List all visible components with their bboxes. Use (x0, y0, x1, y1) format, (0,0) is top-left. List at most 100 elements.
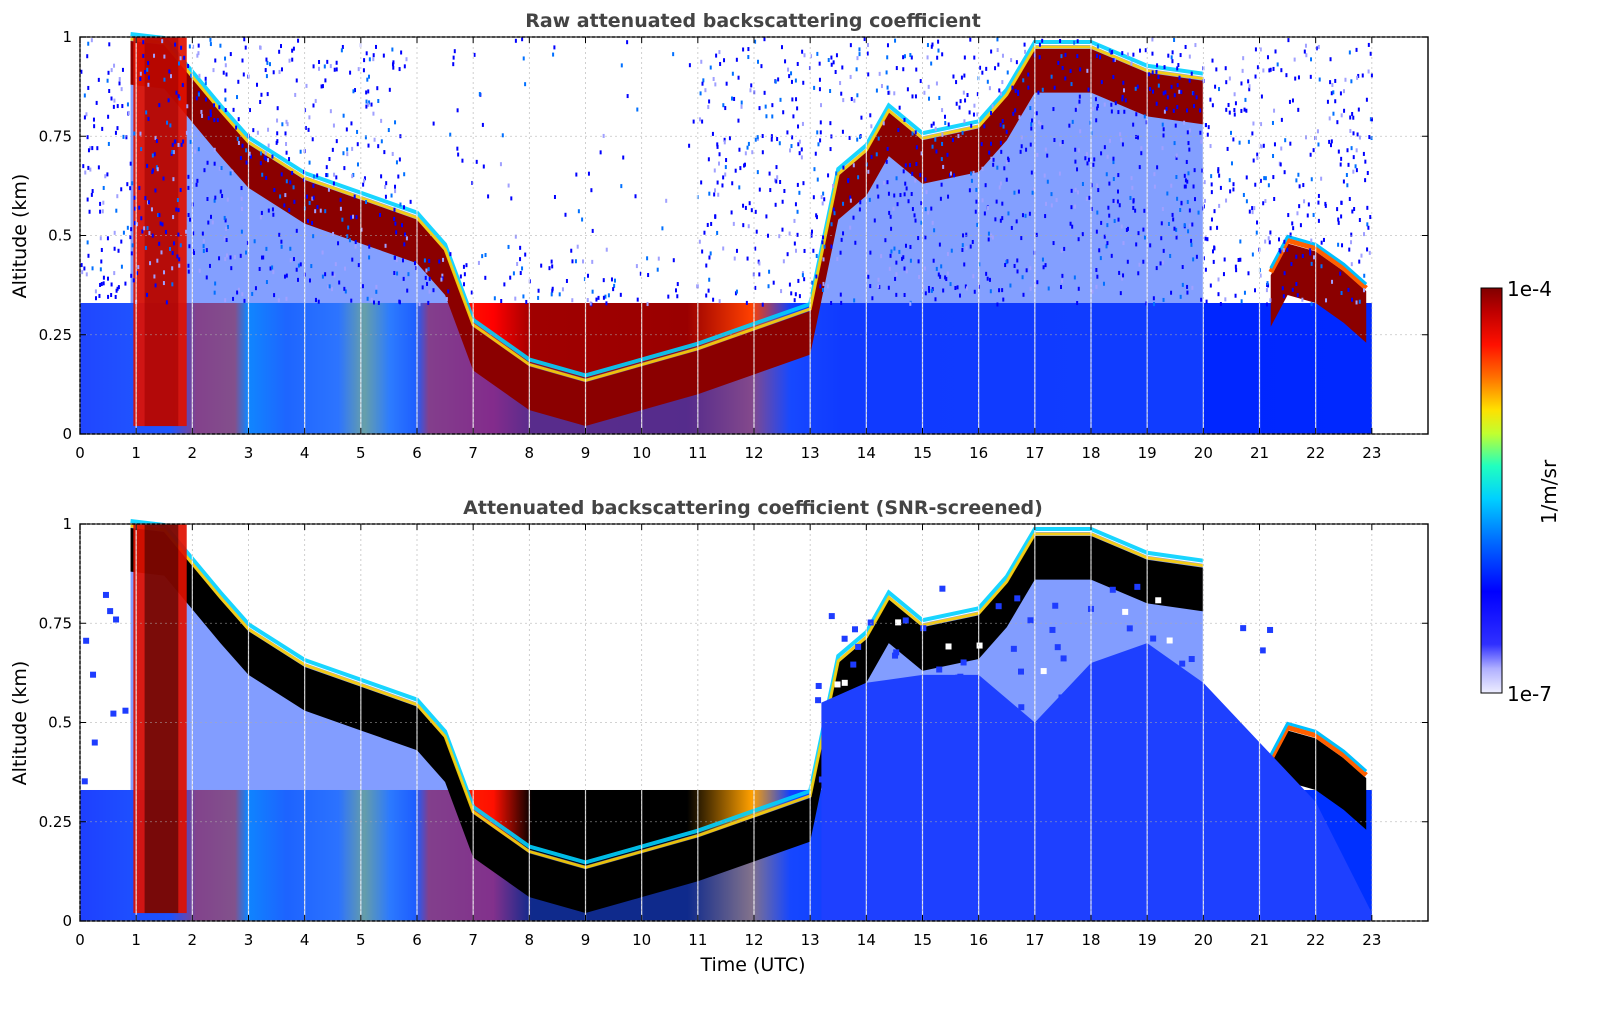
noise-pixel (424, 275, 427, 280)
noise-pixel (89, 167, 92, 172)
noise-pixel (602, 133, 605, 138)
noise-pixel (835, 171, 838, 176)
noise-pixel (1209, 97, 1212, 102)
noise-pixel (147, 116, 150, 121)
noise-pixel (350, 215, 353, 220)
noise-pixel (280, 239, 283, 244)
noise-pixel (281, 122, 284, 127)
noise-pixel (1253, 206, 1256, 211)
noise-pixel (213, 103, 216, 108)
noise-pixel (1336, 207, 1339, 212)
noise-pixel (955, 101, 958, 106)
noise-pixel (1368, 135, 1371, 140)
noise-pixel (902, 617, 909, 624)
noise-pixel (1025, 268, 1028, 273)
noise-pixel (1280, 117, 1283, 122)
noise-pixel (1031, 190, 1034, 195)
noise-pixel (218, 105, 221, 110)
noise-pixel (962, 90, 965, 95)
noise-pixel (478, 92, 481, 97)
noise-pixel (1156, 63, 1159, 68)
x-tick-label: 14 (857, 931, 876, 949)
noise-pixel (895, 619, 902, 626)
noise-pixel (1155, 101, 1158, 106)
noise-pixel (516, 261, 519, 266)
noise-pixel (750, 83, 753, 88)
noise-pixel (1194, 197, 1197, 202)
noise-pixel (995, 603, 1002, 610)
noise-pixel (1149, 243, 1152, 248)
noise-pixel (889, 214, 892, 219)
noise-pixel (924, 291, 927, 296)
noise-pixel (1297, 75, 1300, 80)
noise-pixel (1016, 269, 1019, 274)
noise-pixel (1309, 248, 1312, 253)
noise-pixel (342, 151, 345, 156)
noise-pixel (1157, 74, 1160, 79)
noise-pixel (141, 229, 144, 234)
noise-pixel (93, 124, 96, 129)
noise-pixel (445, 297, 448, 302)
noise-pixel (106, 236, 109, 241)
noise-pixel (1112, 58, 1115, 63)
noise-pixel (108, 88, 111, 93)
noise-pixel (1183, 184, 1186, 189)
noise-pixel (1029, 142, 1032, 147)
panel1-plot-area (80, 32, 1373, 434)
noise-pixel (264, 156, 267, 161)
noise-pixel (1134, 208, 1137, 213)
noise-pixel (356, 142, 359, 147)
noise-pixel (1012, 111, 1015, 116)
noise-pixel (639, 271, 642, 276)
noise-pixel (1004, 263, 1007, 268)
noise-pixel (941, 52, 944, 57)
noise-pixel (218, 256, 221, 261)
noise-pixel (1046, 179, 1049, 184)
noise-pixel (363, 58, 366, 63)
noise-pixel (738, 185, 741, 190)
noise-pixel (839, 292, 842, 297)
noise-pixel (288, 208, 291, 213)
noise-pixel (188, 44, 191, 49)
noise-pixel (456, 146, 459, 151)
noise-pixel (205, 248, 208, 253)
noise-pixel (1108, 48, 1111, 53)
noise-pixel (758, 106, 761, 111)
noise-pixel (750, 208, 753, 213)
noise-pixel (1348, 50, 1351, 55)
noise-pixel (1205, 299, 1208, 304)
noise-pixel (368, 100, 371, 105)
noise-pixel (1228, 76, 1231, 81)
noise-pixel (1349, 128, 1352, 133)
x-tick-label: 7 (468, 444, 478, 462)
noise-pixel (426, 281, 429, 286)
noise-pixel (1105, 172, 1108, 177)
noise-pixel (470, 290, 473, 295)
noise-pixel (1138, 165, 1141, 170)
noise-pixel (308, 200, 311, 205)
noise-pixel (924, 207, 927, 212)
noise-pixel (264, 68, 267, 73)
noise-pixel (244, 45, 247, 50)
noise-pixel (1187, 141, 1190, 146)
noise-pixel (249, 108, 252, 113)
noise-pixel (821, 201, 824, 206)
noise-pixel (1121, 142, 1124, 147)
noise-pixel (239, 253, 242, 258)
noise-pixel (1174, 123, 1177, 128)
noise-pixel (311, 137, 314, 142)
noise-pixel (1132, 52, 1135, 57)
noise-pixel (216, 118, 219, 123)
noise-pixel (1170, 55, 1173, 60)
noise-pixel (90, 671, 97, 678)
noise-pixel (860, 115, 863, 120)
noise-pixel (1110, 253, 1113, 258)
noise-pixel (886, 85, 889, 90)
noise-pixel (126, 225, 129, 230)
noise-pixel (259, 99, 262, 104)
x-tick-label: 7 (468, 931, 478, 949)
noise-pixel (656, 267, 659, 272)
noise-pixel (113, 271, 116, 276)
noise-pixel (1268, 68, 1271, 73)
noise-pixel (1194, 43, 1197, 48)
